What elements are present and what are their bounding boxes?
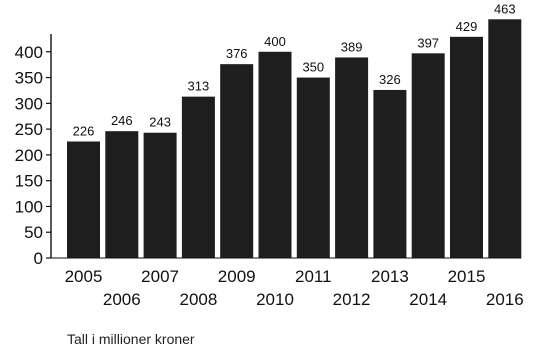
bar-value-label: 243 [149,115,171,130]
bar [450,36,483,259]
bar [488,19,522,259]
x-category-label: 2006 [103,290,141,309]
bar [105,131,139,258]
y-tick-label: 0 [34,249,43,268]
bar-value-label: 376 [226,46,248,61]
bar [220,64,254,258]
y-tick-label: 350 [15,69,43,88]
chart-caption: Tall i millioner kroner [67,331,195,347]
x-category-label: 2014 [409,290,447,309]
x-category-label: 2011 [295,267,332,286]
bar-value-label: 350 [302,60,324,75]
y-tick-label: 200 [15,146,43,165]
bar-value-label: 397 [417,35,439,50]
x-category-label: 2012 [333,290,371,309]
bar [181,96,215,259]
x-category-label: 2013 [371,267,409,286]
bar [373,89,407,258]
bar-value-label: 463 [494,1,516,16]
x-category-label: 2008 [179,290,217,309]
y-tick-label: 50 [24,223,43,242]
bar [258,51,292,259]
bar [411,53,445,258]
bar-value-label: 226 [73,123,95,138]
y-tick-label: 100 [15,197,43,216]
x-category-label: 2016 [486,290,524,309]
bar-value-label: 246 [111,113,133,128]
bar [143,132,177,258]
y-tick-label: 300 [15,94,43,113]
bar-value-label: 326 [379,72,401,87]
bar-value-label: 389 [341,39,363,54]
x-category-label: 2007 [141,267,179,286]
y-tick-label: 150 [15,172,43,191]
x-category-label: 2010 [256,290,294,309]
x-category-label: 2015 [448,267,486,286]
bar [67,141,100,258]
x-category-label: 2009 [218,267,256,286]
y-tick-label: 250 [15,120,43,139]
y-tick-label: 400 [15,43,43,62]
bar-value-label: 313 [188,79,210,94]
bar [296,77,330,258]
bar [335,57,369,259]
bar-value-label: 429 [456,19,478,34]
x-category-label: 2005 [65,267,103,286]
bar-value-label: 400 [264,34,286,49]
